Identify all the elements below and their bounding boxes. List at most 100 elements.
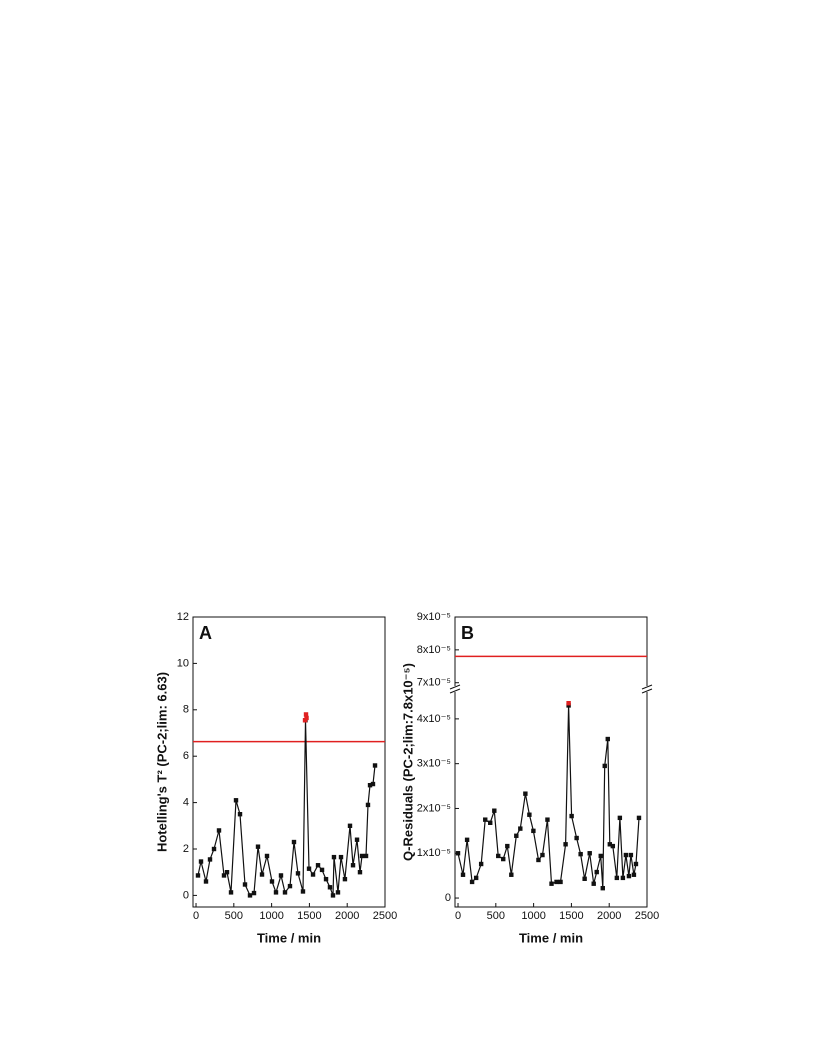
data-point — [207, 857, 213, 862]
data-point — [545, 817, 550, 822]
data-point — [594, 869, 599, 875]
x-tick-label: 0 — [193, 910, 199, 922]
y-axis-title: Hotelling's T² (PC-2;lim: 6.63) — [154, 672, 169, 852]
data-point — [492, 808, 497, 813]
data-point — [195, 873, 201, 878]
data-point — [488, 820, 493, 825]
data-point — [278, 873, 284, 878]
y-tick-label: 2x10⁻⁵ — [417, 802, 451, 814]
x-tick-label: 1000 — [521, 910, 545, 922]
data-point — [617, 815, 623, 821]
data-point — [578, 851, 583, 857]
data-point — [330, 893, 336, 898]
x-axis-title: Time / min — [519, 930, 583, 945]
x-tick-label: 1500 — [559, 910, 583, 922]
data-point — [620, 875, 626, 881]
data-point — [350, 863, 356, 868]
series-line — [457, 705, 640, 889]
data-point — [566, 703, 571, 708]
y-tick-label: 4x10⁻⁵ — [417, 713, 451, 725]
data-point — [303, 712, 309, 717]
x-tick-label: 500 — [487, 910, 505, 922]
panel-label: B — [461, 623, 474, 643]
y-tick-label: 12 — [177, 611, 189, 623]
data-point — [363, 853, 369, 859]
data-point — [554, 879, 559, 885]
data-point — [354, 837, 360, 842]
data-point — [359, 853, 365, 859]
panel-label: A — [199, 623, 212, 643]
data-point — [335, 890, 341, 895]
data-point — [602, 763, 607, 769]
y-tick-label: 3x10⁻⁵ — [417, 758, 451, 770]
data-point — [540, 852, 545, 858]
data-point — [558, 879, 563, 885]
data-point — [569, 813, 574, 819]
series-line — [197, 720, 376, 897]
data-point — [536, 857, 541, 863]
data-point — [623, 852, 629, 858]
data-point — [233, 798, 239, 803]
data-point — [310, 872, 316, 877]
y-tick-label: 10 — [177, 657, 189, 669]
data-point — [251, 890, 257, 896]
data-point — [598, 853, 603, 859]
data-point — [566, 700, 571, 706]
axis-break — [641, 684, 653, 690]
axis-frame — [454, 616, 648, 908]
x-tick-label: 500 — [225, 910, 243, 922]
data-point — [198, 859, 204, 864]
data-point — [228, 890, 234, 895]
x-tick-label: 2000 — [335, 910, 359, 922]
data-point — [224, 870, 230, 875]
data-point — [591, 881, 596, 886]
y-axis-title: Q-Residuals (PC-2;lim:7.8x10⁻⁵) — [400, 663, 415, 861]
data-point — [291, 839, 297, 845]
axis-break — [449, 688, 461, 694]
data-point — [509, 872, 514, 877]
y-tick-label: 6 — [183, 750, 189, 762]
data-point — [302, 718, 308, 723]
data-point — [367, 783, 373, 788]
data-point — [315, 863, 321, 868]
x-axis-title: Time / min — [257, 930, 321, 945]
data-point — [273, 890, 279, 895]
data-point — [614, 875, 620, 881]
data-point — [282, 890, 288, 895]
data-point — [628, 852, 634, 858]
data-point — [455, 851, 461, 856]
y-tick-label: 2 — [183, 843, 189, 855]
data-point — [300, 889, 306, 894]
data-point — [505, 843, 510, 849]
x-tick-label: 1500 — [297, 910, 321, 922]
data-point — [338, 854, 344, 860]
x-tick-label: 2000 — [597, 910, 621, 922]
axis-break — [641, 688, 653, 694]
data-point — [626, 873, 632, 879]
y-tick-label: 8 — [183, 704, 189, 716]
data-point — [221, 873, 227, 878]
data-point — [473, 875, 479, 881]
y-tick-label: 8x10⁻⁵ — [417, 644, 451, 656]
data-point — [287, 883, 293, 889]
data-point — [372, 763, 378, 768]
data-point — [331, 854, 337, 860]
data-point — [636, 815, 642, 821]
data-point — [600, 885, 605, 891]
data-point — [357, 870, 363, 875]
y-tick-label: 0 — [445, 892, 451, 904]
axis-frame — [192, 616, 386, 908]
data-point — [483, 817, 488, 822]
data-point — [587, 851, 592, 856]
x-tick-label: 2500 — [635, 910, 659, 922]
data-point — [464, 837, 470, 843]
data-point — [319, 867, 325, 873]
data-point — [518, 826, 523, 831]
data-point — [633, 861, 639, 867]
data-point — [247, 893, 253, 898]
data-point — [203, 879, 209, 884]
y-tick-label: 1x10⁻⁵ — [417, 847, 451, 859]
data-point — [607, 842, 613, 847]
y-tick-label: 9x10⁻⁵ — [417, 611, 451, 623]
